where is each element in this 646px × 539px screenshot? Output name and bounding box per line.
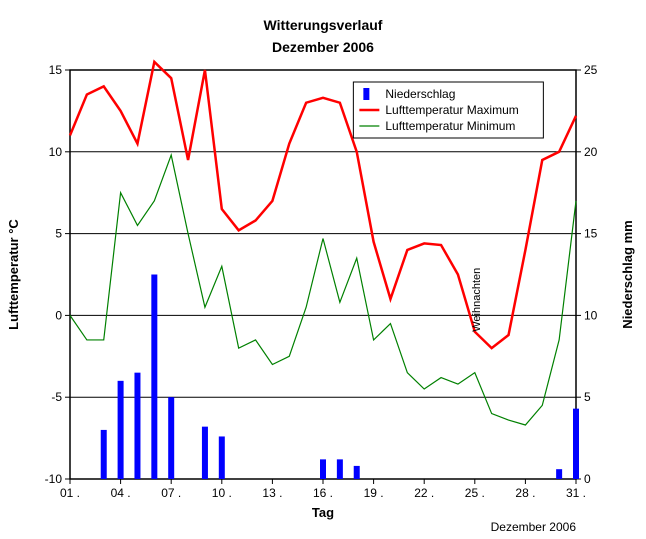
precip-bar (118, 381, 124, 479)
yticklabel-right: 0 (584, 472, 591, 486)
footer-text: Dezember 2006 (491, 520, 577, 534)
chart-title-1: Witterungsverlauf (264, 17, 383, 33)
yticklabel-right: 25 (584, 63, 598, 77)
temp-min-line (70, 155, 576, 425)
precip-bar (168, 397, 174, 479)
legend-label-min: Lufttemperatur Minimum (385, 119, 515, 133)
yticklabel-left: -10 (45, 472, 63, 486)
yticklabel-right: 5 (584, 390, 591, 404)
precip-bar (134, 373, 140, 479)
precip-bar (573, 409, 579, 479)
yticklabel-left: 15 (49, 63, 63, 77)
xticklabel: 28 . (515, 486, 535, 500)
yticklabel-right: 20 (584, 145, 598, 159)
xticklabel: 10 . (212, 486, 232, 500)
precip-bar (101, 430, 107, 479)
precip-bar (337, 459, 343, 479)
xticklabel: 25 . (465, 486, 485, 500)
y-left-label: Lufttemperatur °C (6, 219, 21, 330)
chart-container: -10 -5 0 5 10 15 0 5 10 15 20 25 01 . 04 . 07 . 10 . 13 … (0, 0, 646, 539)
weather-chart: -10 -5 0 5 10 15 0 5 10 15 20 25 01 . 04 . 07 . 10 . 13 … (0, 0, 646, 539)
yticklabel-left: 0 (55, 308, 62, 322)
yticklabel-right: 10 (584, 308, 598, 322)
precip-bar (354, 466, 360, 479)
chart-title-2: Dezember 2006 (272, 39, 374, 55)
precip-bar (202, 427, 208, 479)
annotation-weihnachten: Weihnachten (471, 268, 483, 332)
xticklabel: 16 . (313, 486, 333, 500)
yticklabel-left: 5 (55, 227, 62, 241)
xticklabel: 01 . (60, 486, 80, 500)
yticklabel-left: 10 (49, 145, 63, 159)
precip-bar (556, 469, 562, 479)
xticklabel: 04 . (111, 486, 131, 500)
yticklabel-right: 15 (584, 227, 598, 241)
xticklabel: 13 . (262, 486, 282, 500)
y-right-label: Niederschlag mm (620, 220, 635, 328)
legend-label-niederschlag: Niederschlag (385, 87, 455, 101)
xticklabel: 22 . (414, 486, 434, 500)
yticklabel-left: -5 (51, 390, 62, 404)
precip-bar (151, 275, 157, 480)
xticklabel: 31 . (566, 486, 586, 500)
legend-label-max: Lufttemperatur Maximum (385, 103, 518, 117)
legend-swatch-bar (363, 88, 369, 100)
xticklabel: 19 . (364, 486, 384, 500)
precip-bar (219, 436, 225, 479)
x-axis-label: Tag (312, 505, 334, 520)
xticklabel: 07 . (161, 486, 181, 500)
precip-bar (320, 459, 326, 479)
